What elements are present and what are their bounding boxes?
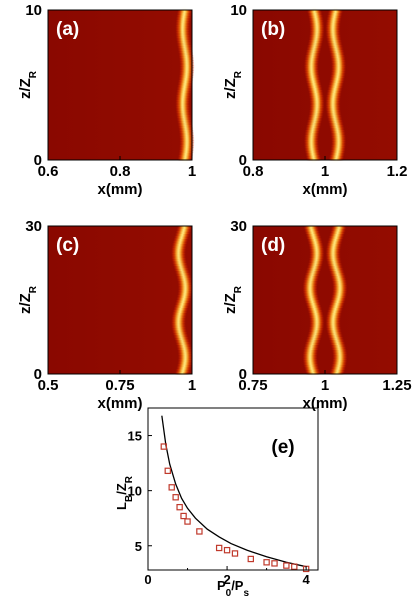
beam-core — [181, 9, 189, 161]
beam-2 — [325, 9, 347, 161]
beam-core — [177, 225, 187, 375]
beam-core — [331, 9, 340, 161]
y-axis-label: z/ZR — [222, 285, 244, 314]
data-marker — [283, 562, 290, 569]
x-tick-label: 0.5 — [38, 377, 59, 394]
data-marker — [231, 550, 239, 557]
panel-label: (c) — [56, 235, 79, 256]
data-marker — [160, 443, 168, 450]
data-marker — [164, 467, 171, 475]
x-axis-label: x(mm) — [302, 181, 347, 198]
data-marker — [180, 512, 187, 520]
x-axis-label: x(mm) — [97, 395, 142, 412]
data-marker — [176, 503, 183, 511]
beam-1 — [175, 9, 195, 161]
heatmap-background — [253, 226, 397, 374]
data-marker — [215, 544, 223, 552]
theory-curve — [161, 415, 307, 568]
beam-core — [331, 225, 342, 375]
x-tick-label: 0.6 — [38, 163, 59, 180]
x-tick-label: 2 — [223, 572, 230, 587]
x-tick-label: 1.25 — [382, 377, 411, 394]
x-tick-label: 1 — [321, 163, 329, 180]
x-tick-label: 1 — [188, 163, 196, 180]
beam-1 — [171, 225, 193, 375]
x-axis-label: P0/Ps — [217, 578, 250, 596]
panel-label: (b) — [261, 19, 285, 40]
y-axis-label: LB/ZR — [114, 475, 135, 510]
heatmap-background — [48, 10, 192, 160]
x-axis-label: x(mm) — [302, 395, 347, 412]
data-marker — [223, 546, 231, 554]
x-tick-label: 1 — [321, 377, 329, 394]
beam-1 — [302, 225, 325, 375]
y-tick-label: 0 — [239, 152, 247, 169]
beam-1 — [303, 9, 325, 161]
beam-core — [308, 225, 319, 375]
data-marker — [196, 528, 203, 535]
data-marker — [172, 494, 179, 501]
x-tick-label: 4 — [303, 572, 311, 587]
data-marker — [291, 563, 298, 570]
plot-frame — [147, 407, 319, 571]
heatmap-panel-b: (b) 0.8 1 1.2 0 10 x(mm) z/ZR — [222, 2, 407, 198]
y-tick-label: 10 — [25, 2, 42, 19]
y-tick-label: 0 — [34, 366, 42, 383]
y-tick-label: 0 — [34, 152, 42, 169]
panel-label: (d) — [261, 235, 285, 256]
y-tick-label: 30 — [230, 218, 247, 235]
x-axis-label: x(mm) — [97, 181, 142, 198]
data-marker — [271, 560, 278, 567]
x-tick-label: 1.2 — [387, 163, 408, 180]
y-tick-label: 30 — [25, 218, 42, 235]
data-marker — [263, 559, 270, 566]
y-tick-label: 0 — [239, 366, 247, 383]
y-tick-label: 5 — [135, 539, 142, 554]
heatmap-panel-c: (c) 0.5 0.75 1 0 30 x(mm) z/ZR — [17, 218, 196, 412]
x-tick-label: 0 — [144, 572, 151, 587]
data-marker — [247, 555, 254, 563]
data-marker — [184, 518, 191, 525]
y-axis-label: z/ZR — [17, 285, 39, 314]
panel-label: (e) — [271, 437, 294, 458]
y-axis-label: z/ZR — [17, 70, 39, 99]
heatmap-background — [48, 226, 192, 374]
scatter-panel-e: 0 2 4 5 10 15 (e) P0/Ps LB/ZR — [114, 407, 319, 596]
data-marker — [168, 484, 175, 491]
x-tick-label: 0.8 — [110, 163, 131, 180]
beam-2 — [325, 225, 348, 375]
beam-core — [310, 9, 319, 161]
x-tick-label: 0.75 — [105, 377, 134, 394]
heatmap-background — [253, 10, 397, 160]
x-tick-label: 0.8 — [243, 163, 264, 180]
y-axis-label: z/ZR — [222, 70, 244, 99]
x-tick-label: 1 — [188, 377, 196, 394]
y-tick-label: 10 — [128, 484, 142, 499]
y-tick-label: 10 — [230, 2, 247, 19]
x-tick-label: 0.75 — [238, 377, 267, 394]
y-tick-label: 15 — [128, 429, 142, 444]
panel-label: (a) — [56, 19, 79, 40]
heatmap-panel-d: (d) 0.75 1 1.25 0 30 x(mm) z/ZR — [222, 218, 412, 412]
